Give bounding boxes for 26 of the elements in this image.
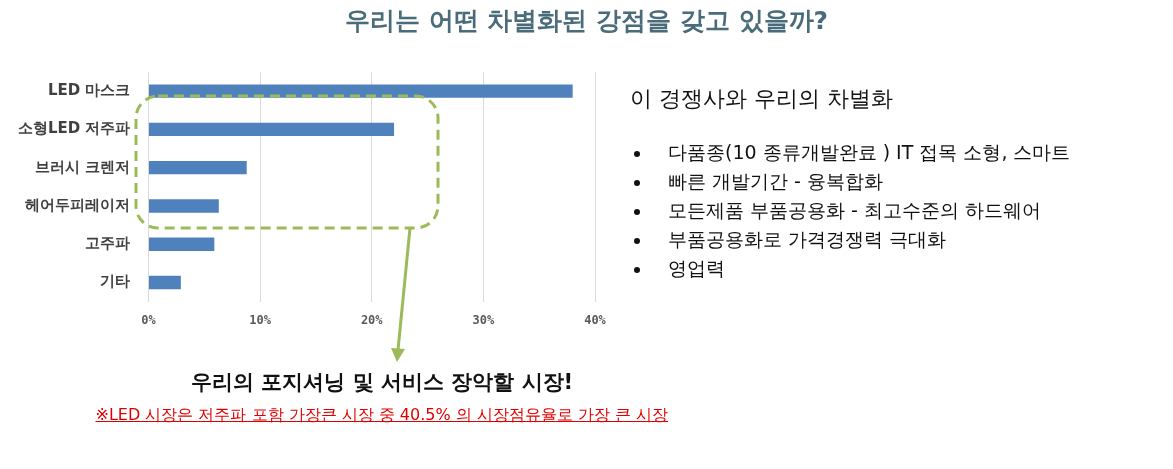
y-tick-label: 브러시 크렌저 <box>35 157 131 176</box>
chart-title: 우리는 어떤 차별화된 강점을 갖고 있을까? <box>344 5 829 37</box>
x-tick-label: 30% <box>472 312 495 327</box>
bar <box>148 122 395 137</box>
bar <box>148 275 181 290</box>
text: 모든제품 부품공용화 - 최고수준의 하드웨어 <box>668 198 1042 223</box>
y-tick-label: 고주파 <box>85 234 131 253</box>
bar <box>148 199 219 213</box>
text: 영업력 <box>668 256 725 281</box>
text: 다품종(10 종류개발완료 ) IT 접목 소형, 스마트 <box>668 140 1071 165</box>
x-tick-label: 0% <box>141 312 157 327</box>
text: 부품공용화로 가격경쟁력 극대화 <box>668 227 947 252</box>
bar <box>148 160 247 175</box>
bar <box>148 84 573 98</box>
text: ※LED 시장은 저주파 포함 가장큰 시장 중 40.5% 의 시장점유율로 가장 큰 시장 <box>95 405 669 426</box>
x-tick-label: 10% <box>249 312 272 327</box>
y-tick-label: 기타 <box>100 272 131 291</box>
x-tick-label: 40% <box>584 312 607 327</box>
bar <box>148 237 215 251</box>
y-tick-label: 소형LED 저주파 <box>17 119 131 138</box>
text: 이 경쟁사와 우리의 차별화 <box>630 85 893 113</box>
y-tick-label: LED 마스크 <box>47 81 131 100</box>
text: 빠른 개발기간 - 융복합화 <box>668 169 883 194</box>
y-tick-label: 헤어두피레이저 <box>25 195 131 214</box>
x-tick-label: 20% <box>360 312 384 327</box>
text: 우리의 포지셔닝 및 서비스 장악할 시장! <box>191 369 574 396</box>
